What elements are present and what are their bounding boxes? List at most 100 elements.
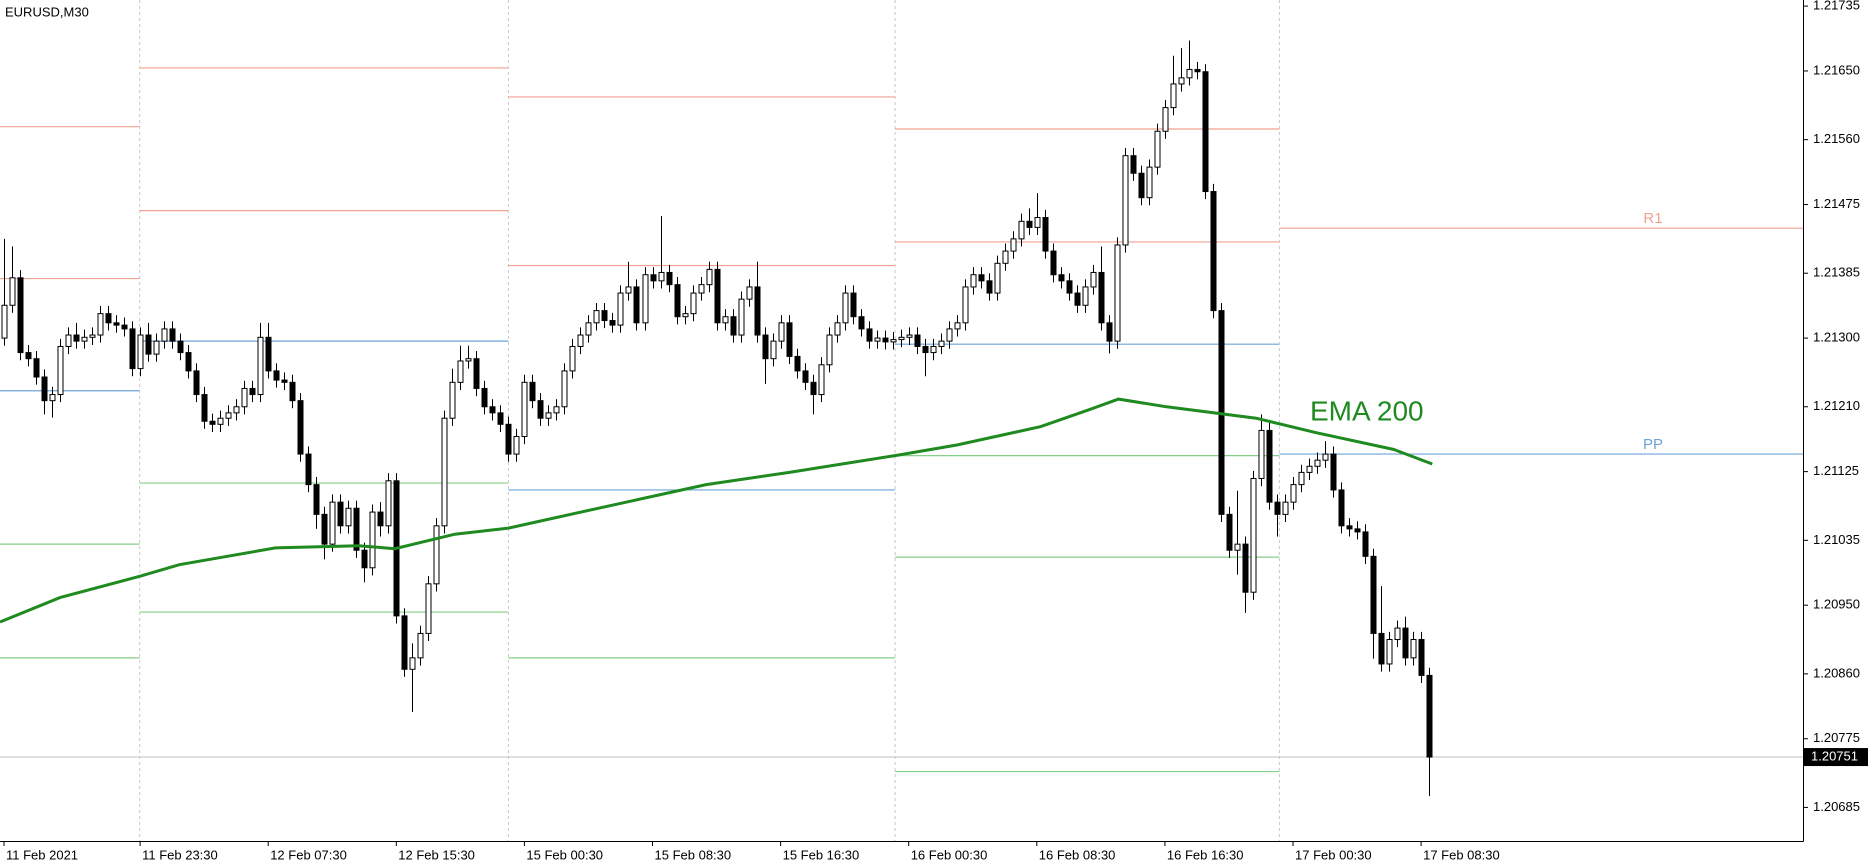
candle-body bbox=[914, 334, 921, 347]
x-tick-label: 17 Feb 08:30 bbox=[1423, 848, 1500, 863]
candle-body bbox=[794, 355, 801, 372]
candle-body bbox=[361, 549, 368, 569]
candle-body bbox=[1042, 217, 1049, 252]
candle-body bbox=[1330, 453, 1337, 491]
candle-body bbox=[778, 322, 785, 342]
candle-body bbox=[601, 310, 608, 322]
candle-body bbox=[161, 328, 168, 342]
candle-body bbox=[169, 328, 176, 342]
candle-body bbox=[569, 345, 576, 372]
ema-line bbox=[0, 397, 1433, 624]
candle-body bbox=[1298, 471, 1305, 486]
candle-body bbox=[898, 336, 905, 341]
candle-body bbox=[1074, 292, 1081, 306]
candle-body bbox=[1002, 250, 1009, 264]
candle-body bbox=[1322, 453, 1329, 461]
candle-body bbox=[425, 583, 432, 634]
candle-body bbox=[473, 358, 480, 389]
candle-body bbox=[1338, 489, 1345, 527]
candle-body bbox=[497, 412, 504, 425]
candle-body bbox=[1266, 429, 1273, 503]
current-price-label: 1.20751 bbox=[1811, 748, 1858, 763]
candle-body bbox=[129, 328, 136, 370]
candle-body bbox=[1090, 271, 1097, 288]
y-tick-label: 1.20685 bbox=[1813, 799, 1860, 814]
chart-title: EURUSD,M30 bbox=[5, 4, 89, 19]
candle-body bbox=[329, 501, 336, 545]
candle-body bbox=[353, 507, 360, 551]
candle-body bbox=[1138, 172, 1145, 199]
candle-body bbox=[449, 381, 456, 419]
candle-body bbox=[217, 417, 224, 425]
x-tick-label: 11 Feb 2021 bbox=[6, 848, 78, 863]
candle-body bbox=[1114, 244, 1121, 342]
candle-body bbox=[746, 286, 753, 300]
candle-body bbox=[1098, 271, 1105, 324]
candle-body bbox=[1170, 83, 1177, 109]
x-tick-label: 12 Feb 15:30 bbox=[398, 848, 475, 863]
candle-body bbox=[642, 274, 649, 324]
candle-body bbox=[1210, 191, 1217, 312]
y-tick-label: 1.21475 bbox=[1813, 196, 1860, 211]
candle-body bbox=[1410, 639, 1417, 659]
candle-body bbox=[858, 316, 865, 330]
candle-body bbox=[690, 292, 697, 315]
x-tick-label: 16 Feb 16:30 bbox=[1167, 848, 1244, 863]
y-tick-label: 1.21735 bbox=[1813, 0, 1860, 13]
candle-body bbox=[545, 412, 552, 419]
y-tick-label: 1.21650 bbox=[1813, 62, 1860, 77]
candle-body bbox=[1250, 478, 1257, 593]
candle-body bbox=[489, 406, 496, 414]
candle-body bbox=[1154, 130, 1161, 168]
candle-body bbox=[770, 340, 777, 360]
candle-body bbox=[313, 484, 320, 515]
candle-body bbox=[521, 381, 528, 438]
candle-body bbox=[906, 334, 913, 338]
candle-body bbox=[978, 274, 985, 282]
candle-body bbox=[882, 337, 889, 343]
candle-body bbox=[1, 304, 8, 339]
x-tick-label: 15 Feb 16:30 bbox=[783, 848, 860, 863]
candle-body bbox=[89, 334, 96, 338]
candle-body bbox=[121, 324, 128, 330]
candle-body bbox=[537, 400, 544, 419]
candle-body bbox=[1018, 220, 1025, 240]
candle-body bbox=[1386, 639, 1393, 665]
candle-body bbox=[17, 277, 24, 354]
candle-body bbox=[946, 328, 953, 342]
candle-body bbox=[1346, 525, 1353, 530]
candle-body bbox=[137, 334, 144, 370]
candle-body bbox=[1162, 107, 1169, 132]
candle-body bbox=[273, 370, 280, 381]
candle-body bbox=[417, 632, 424, 659]
candle-body bbox=[609, 320, 616, 326]
candle-body bbox=[810, 381, 817, 396]
candle-body bbox=[321, 513, 328, 545]
candle-body bbox=[25, 352, 32, 360]
candle-body bbox=[505, 423, 512, 455]
candle-body bbox=[1314, 459, 1321, 467]
candle-body bbox=[465, 358, 472, 362]
candle-body bbox=[658, 271, 665, 282]
candle-body bbox=[1026, 220, 1033, 228]
candle-body bbox=[305, 453, 312, 486]
y-tick-label: 1.21125 bbox=[1813, 463, 1859, 478]
candle-body bbox=[1402, 627, 1409, 659]
candle-body bbox=[1034, 217, 1041, 228]
candle-body bbox=[1362, 531, 1369, 557]
candle-body bbox=[1130, 155, 1137, 174]
x-tick-label: 17 Feb 00:30 bbox=[1295, 848, 1372, 863]
pp-label: PP bbox=[1643, 436, 1663, 453]
candle-body bbox=[1242, 543, 1249, 593]
candle-body bbox=[1058, 274, 1065, 282]
candle-body bbox=[930, 345, 937, 354]
candle-body bbox=[922, 345, 929, 354]
candle-body bbox=[1274, 501, 1281, 515]
candle-body bbox=[682, 313, 689, 318]
x-tick-label: 16 Feb 00:30 bbox=[911, 848, 988, 863]
candle-body bbox=[1418, 639, 1425, 676]
candle-body bbox=[818, 364, 825, 396]
candle-body bbox=[1202, 71, 1209, 193]
candle-body bbox=[481, 387, 488, 408]
y-tick-label: 1.21385 bbox=[1813, 265, 1860, 280]
